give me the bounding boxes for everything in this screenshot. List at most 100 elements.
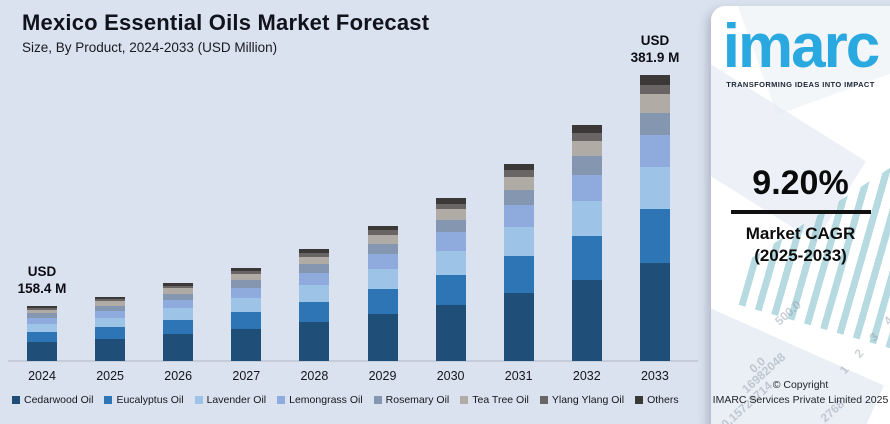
bar-value-label-2024: USD 158.4 M [2, 264, 82, 298]
bar-segment-ylang-ylang-oil [231, 271, 262, 275]
bar-segment-cedarwood-oil [27, 342, 57, 361]
chart-panel: Mexico Essential Oils Market Forecast Si… [2, 10, 698, 406]
x-axis-label-2032: 2032 [572, 369, 601, 383]
legend-swatch [277, 396, 286, 404]
cagr-label-line1: Market CAGR [745, 224, 856, 243]
bar-segment-eucalyptus-oil [231, 311, 262, 329]
bar-segment-tea-tree-oil [367, 234, 398, 244]
legend-label: Lemongrass Oil [289, 394, 363, 406]
bar-segment-tea-tree-oil [571, 140, 602, 157]
bar-segment-others [571, 125, 602, 133]
legend-item-cedarwood-oil: Cedarwood Oil [12, 394, 93, 406]
bar-value-label-2033: USD 381.9 M [615, 33, 695, 67]
bar-segment-lemongrass-oil [639, 135, 670, 168]
bar-segment-cedarwood-oil [503, 293, 534, 361]
legend-swatch [12, 396, 20, 404]
bar-segment-ylang-ylang-oil [639, 84, 670, 95]
legend-swatch [539, 396, 548, 404]
bar-segment-cedarwood-oil [163, 334, 194, 361]
legend-swatch [635, 396, 644, 404]
x-axis-line [8, 360, 698, 362]
bar-segment-eucalyptus-oil [163, 319, 194, 335]
legend-item-rosemary-oil: Rosemary Oil [373, 394, 450, 406]
cagr-label-line2: (2025-2033) [754, 246, 847, 266]
copyright-line1: © Copyright [772, 379, 829, 391]
x-axis-label-2033: 2033 [640, 369, 669, 383]
bar-2030 [435, 198, 466, 361]
bar-segment-lavender-oil [367, 269, 398, 290]
x-axis-label-2026: 2026 [164, 369, 193, 383]
bar-segment-eucalyptus-oil [435, 274, 466, 305]
x-axis-label-2025: 2025 [96, 369, 124, 383]
bar-segment-others [95, 297, 126, 300]
legend-label: Others [647, 394, 679, 406]
bar-segment-eucalyptus-oil [95, 327, 126, 339]
bar-segment-rosemary-oil [163, 293, 194, 300]
imarc-logo-text: imarc [722, 12, 880, 81]
bar-segment-cedarwood-oil [639, 262, 670, 361]
bar-segment-others [367, 225, 398, 231]
bar-segment-others [27, 305, 57, 308]
bar-segment-lavender-oil [27, 323, 57, 332]
bar-segment-lavender-oil [163, 308, 194, 320]
bar-segment-tea-tree-oil [299, 256, 330, 264]
bar-segment-eucalyptus-oil [571, 235, 602, 280]
bar-segment-lemongrass-oil [27, 317, 57, 324]
bar-value-label-2033-currency: USD [640, 33, 670, 48]
bar-segment-lemongrass-oil [435, 232, 466, 251]
bar-segment-eucalyptus-oil [27, 331, 57, 343]
bar-2032 [571, 125, 602, 361]
bar-segment-ylang-ylang-oil [571, 132, 602, 141]
page-title: Mexico Essential Oils Market Forecast [22, 10, 430, 35]
bar-segment-others [163, 283, 194, 286]
bar-segment-eucalyptus-oil [639, 209, 670, 263]
bar-2028 [299, 249, 330, 361]
bar-segment-ylang-ylang-oil [299, 252, 330, 257]
bar-segment-lavender-oil [95, 317, 126, 328]
bar-segment-tea-tree-oil [435, 209, 466, 220]
bar-segment-lemongrass-oil [299, 272, 330, 286]
bar-segment-lavender-oil [435, 250, 466, 275]
bar-segment-rosemary-oil [367, 243, 398, 255]
bar-segment-rosemary-oil [435, 219, 466, 233]
imarc-logo: imarc TRANSFORMING IDEAS INTO IMPACT [711, 12, 890, 89]
bar-segment-tea-tree-oil [95, 301, 126, 306]
bar-segment-eucalyptus-oil [367, 289, 398, 315]
brand-card: 500.0 0.0 1 2 3 4 16982048 0.15728714 27… [711, 6, 890, 424]
legend-swatch [104, 396, 113, 404]
bar-segment-others [435, 198, 466, 204]
bar-segment-lemongrass-oil [367, 254, 398, 270]
bar-2031 [503, 163, 534, 361]
x-axis-label-2029: 2029 [368, 369, 397, 383]
bar-segment-others [231, 268, 262, 272]
bar-segment-ylang-ylang-oil [27, 307, 57, 310]
bar-value-label-2024-currency: USD [27, 264, 57, 279]
bar-value-label-2033-amount: 381.9 M [630, 49, 680, 65]
x-axis-label-2024: 2024 [28, 369, 56, 383]
bar-segment-ylang-ylang-oil [163, 285, 194, 289]
bar-segment-cedarwood-oil [231, 328, 262, 361]
bar-segment-tea-tree-oil [163, 288, 194, 294]
bar-segment-cedarwood-oil [95, 339, 126, 361]
bar-segment-ylang-ylang-oil [367, 230, 398, 235]
bar-segment-lemongrass-oil [163, 299, 194, 309]
bar-segment-rosemary-oil [571, 156, 602, 175]
bar-segment-lavender-oil [299, 285, 330, 302]
bar-segment-lemongrass-oil [503, 205, 534, 228]
bar-segment-tea-tree-oil [27, 309, 57, 314]
legend-label: Eucalyptus Oil [116, 394, 184, 406]
copyright: © Copyright IMARC Services Private Limit… [711, 378, 890, 407]
bar-segment-lavender-oil [639, 167, 670, 210]
legend-item-tea-tree-oil: Tea Tree Oil [460, 394, 529, 406]
bar-segment-tea-tree-oil [503, 176, 534, 190]
legend-label: Lavender Oil [206, 394, 267, 406]
legend-label: Rosemary Oil [385, 394, 450, 406]
bar-2026 [163, 283, 194, 361]
bar-segment-lavender-oil [231, 297, 262, 312]
copyright-line2: IMARC Services Private Limited 2025 [712, 393, 889, 406]
bar-value-label-2024-amount: 158.4 M [17, 280, 67, 296]
bar-segment-cedarwood-oil [571, 279, 602, 361]
legend-swatch [194, 396, 203, 404]
x-axis-label-2027: 2027 [232, 369, 261, 383]
